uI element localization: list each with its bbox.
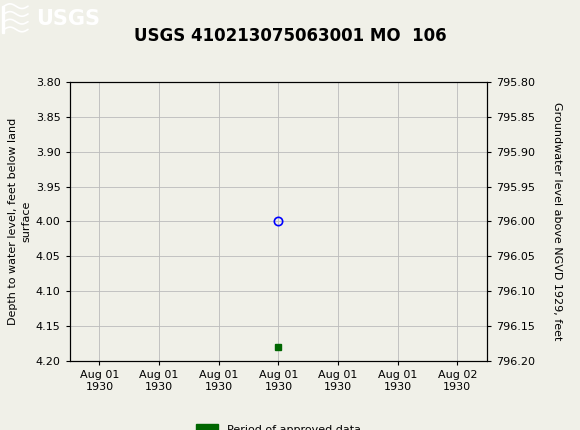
- Text: USGS 410213075063001 MO  106: USGS 410213075063001 MO 106: [133, 27, 447, 45]
- Text: USGS: USGS: [36, 9, 100, 29]
- Legend: Period of approved data: Period of approved data: [191, 420, 365, 430]
- Bar: [2, 6, 4, 33]
- Y-axis label: Depth to water level, feet below land
surface: Depth to water level, feet below land su…: [8, 118, 31, 325]
- Y-axis label: Groundwater level above NGVD 1929, feet: Groundwater level above NGVD 1929, feet: [552, 102, 562, 341]
